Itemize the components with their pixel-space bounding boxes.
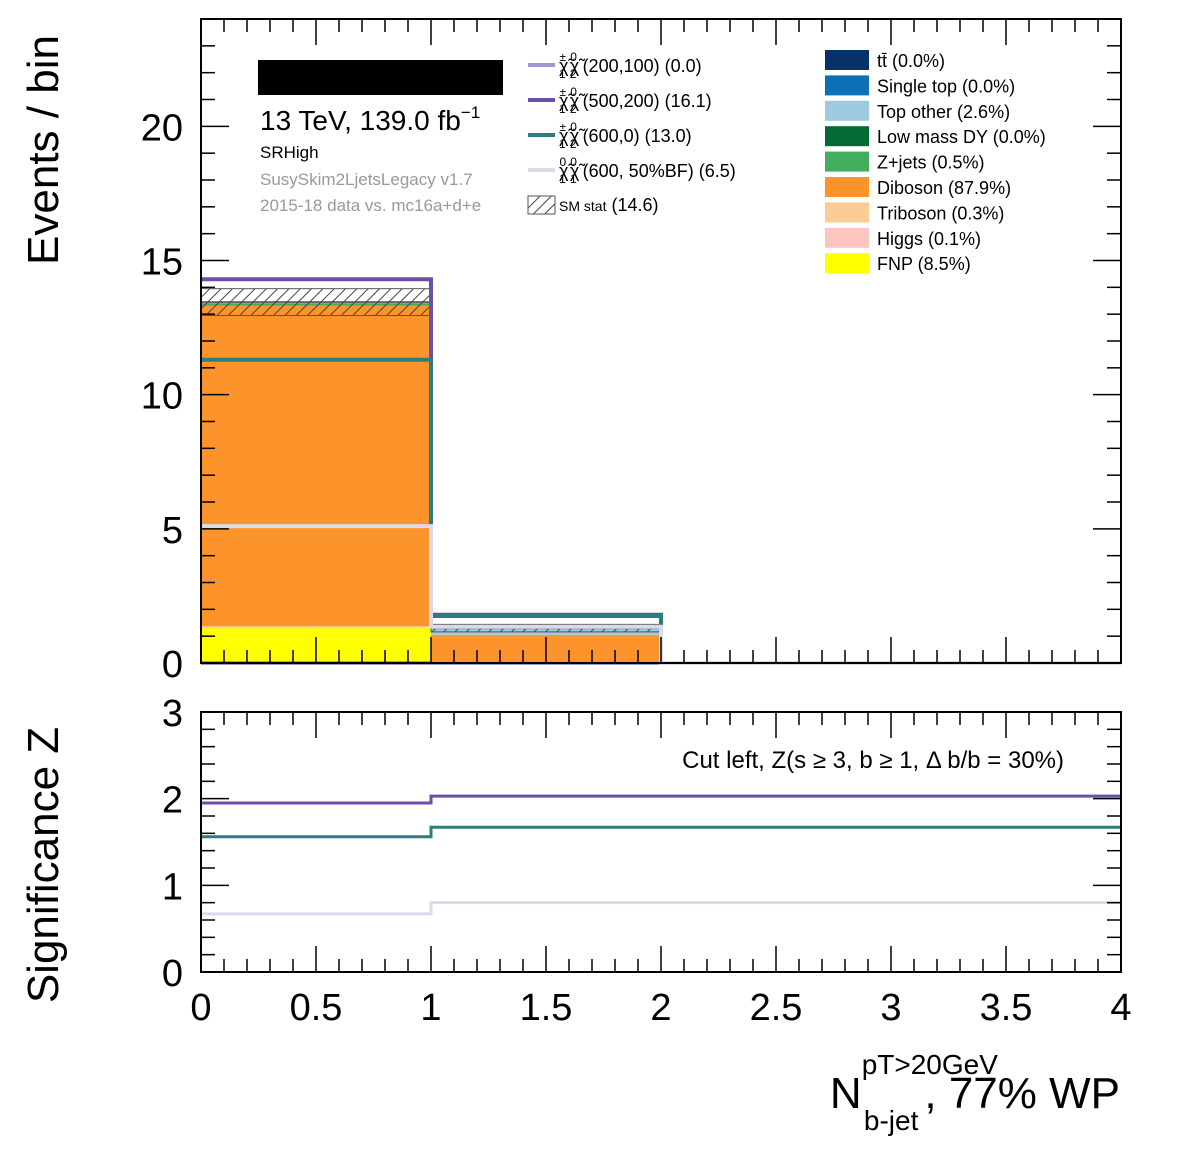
sm-stat-band-bin-0	[200, 288, 432, 317]
significance-y-tick-labels: 0 1 2 3	[162, 693, 183, 995]
significance-y-tick-label: 3	[162, 693, 183, 735]
significance-line-1	[201, 825, 1121, 839]
main-y-tick-label: 5	[162, 510, 183, 552]
main-panel-ticks	[200, 18, 1122, 664]
ntuple-label: SusySkim2LjetsLegacy v1.7	[260, 170, 473, 189]
x-axis-label-tail: , 77% WP	[924, 1069, 1120, 1118]
significance-panel: 0 1 2 3 0 0.5 1 1.5 2 2.5 3 3.5 4 Significance Z Cu…	[19, 693, 1132, 1136]
x-tick-label: 3	[880, 987, 901, 1029]
main-y-tick-label: 15	[141, 242, 183, 284]
x-axis-label: NpT>20GeV b-jet, 77% WP	[830, 1049, 1120, 1136]
signal-legend: χ̃± 1 χ̃0 2 (200,100) (0.0) χ̃± 1 χ̃0 2 (500,200)…	[527, 50, 736, 215]
atlas-label-bar	[258, 60, 503, 95]
main-histogram-panel: 0 5 10 15 20 Events / bin 13 TeV, 139.0 fb−1…	[19, 18, 1122, 686]
background-legend-entry-3: Diboson (87.9%)	[877, 178, 1011, 198]
main-y-axis-label: Events / bin	[19, 35, 68, 265]
background-legend-entry-4: Z+jets (0.5%)	[877, 153, 985, 173]
signal-legend-entry-1: χ̃± 1 χ̃0 2 (500,200) (16.1)	[559, 85, 712, 116]
sm-stat-legend-swatch	[527, 195, 556, 215]
background-legend-swatch-4	[825, 151, 869, 172]
main-y-tick-label: 0	[162, 644, 183, 686]
background-legend-swatch-3	[825, 177, 869, 197]
bar-2-bin-0	[201, 626, 431, 628]
background-legend-entry-8: tt̄ (0.0%)	[877, 51, 945, 71]
background-legend-swatch-2	[825, 202, 869, 223]
significance-y-tick-label: 1	[162, 866, 183, 908]
x-tick-label: 4	[1110, 987, 1131, 1029]
x-axis-label-main: N	[830, 1069, 862, 1118]
significance-line-2	[201, 901, 1121, 916]
signal-legend-entry-0: χ̃± 1 χ̃0 2 (200,100) (0.0)	[559, 50, 702, 81]
background-legend-swatch-1	[825, 227, 869, 248]
main-y-tick-labels: 0 5 10 15 20	[141, 107, 183, 686]
signal-legend-entry-2: χ̃± 1 χ̃0 2 (600,0) (13.0)	[559, 120, 692, 151]
background-legend-entry-0: FNP (8.5%)	[877, 254, 971, 274]
background-legend-entry-1: Higgs (0.1%)	[877, 229, 981, 249]
significance-y-tick-label: 0	[162, 953, 183, 995]
x-tick-label: 1.5	[520, 987, 573, 1029]
background-legend-swatch-5	[825, 126, 869, 147]
background-legend-swatch-0	[825, 253, 869, 274]
background-legend: tt̄ (0.0%) Single top (0.0%) Top other (2.…	[825, 50, 1046, 274]
x-tick-label: 0	[190, 987, 211, 1029]
atlas-label-block: 13 TeV, 139.0 fb−1 SRHigh SusySkim2Ljets…	[258, 60, 503, 215]
x-tick-label: 0.5	[290, 987, 343, 1029]
background-legend-entry-2: Triboson (0.3%)	[877, 203, 1004, 223]
background-legend-swatch-8	[825, 50, 869, 70]
background-legend-swatch-7	[825, 75, 869, 96]
dataset-label: 2015-18 data vs. mc16a+d+e	[260, 196, 481, 215]
background-legend-swatch-6	[825, 100, 869, 121]
x-axis-label-sub: b-jet	[864, 1105, 919, 1136]
significance-lines	[201, 794, 1121, 916]
bar-3-bin-0	[201, 305, 431, 627]
background-legend-entry-5: Low mass DY (0.0%)	[877, 127, 1046, 147]
significance-annotation: Cut left, Z(s ≥ 3, b ≥ 1, Δ b/b = 30%)	[682, 747, 1064, 774]
x-tick-label: 1	[420, 987, 441, 1029]
bar-1-bin-0	[201, 627, 431, 629]
significance-y-tick-label: 2	[162, 780, 183, 822]
x-tick-label: 2	[650, 987, 671, 1029]
significance-line-0	[201, 794, 1121, 805]
region-label: SRHigh	[260, 143, 319, 162]
background-legend-entry-6: Top other (2.6%)	[877, 102, 1010, 122]
x-tick-labels: 0 0.5 1 1.5 2 2.5 3 3.5 4	[190, 987, 1131, 1029]
background-legend-entry-7: Single top (0.0%)	[877, 76, 1015, 96]
significance-panel-ticks	[200, 711, 1122, 973]
main-y-tick-label: 20	[141, 107, 183, 149]
stacked-background-bars	[200, 301, 1121, 664]
sm-stat-legend-entry: SM stat (14.6)	[559, 195, 659, 215]
main-y-tick-label: 10	[141, 376, 183, 418]
significance-y-axis-label: Significance Z	[19, 727, 68, 1003]
signal-legend-entry-3: χ̃0 1 χ̃0 1 (600, 50%BF) (6.5)	[559, 155, 736, 186]
energy-lumi-label: 13 TeV, 139.0 fb−1	[260, 103, 480, 136]
x-tick-label: 2.5	[750, 987, 803, 1029]
x-axis-label-sup: pT>20GeV	[862, 1049, 999, 1080]
x-tick-label: 3.5	[980, 987, 1033, 1029]
